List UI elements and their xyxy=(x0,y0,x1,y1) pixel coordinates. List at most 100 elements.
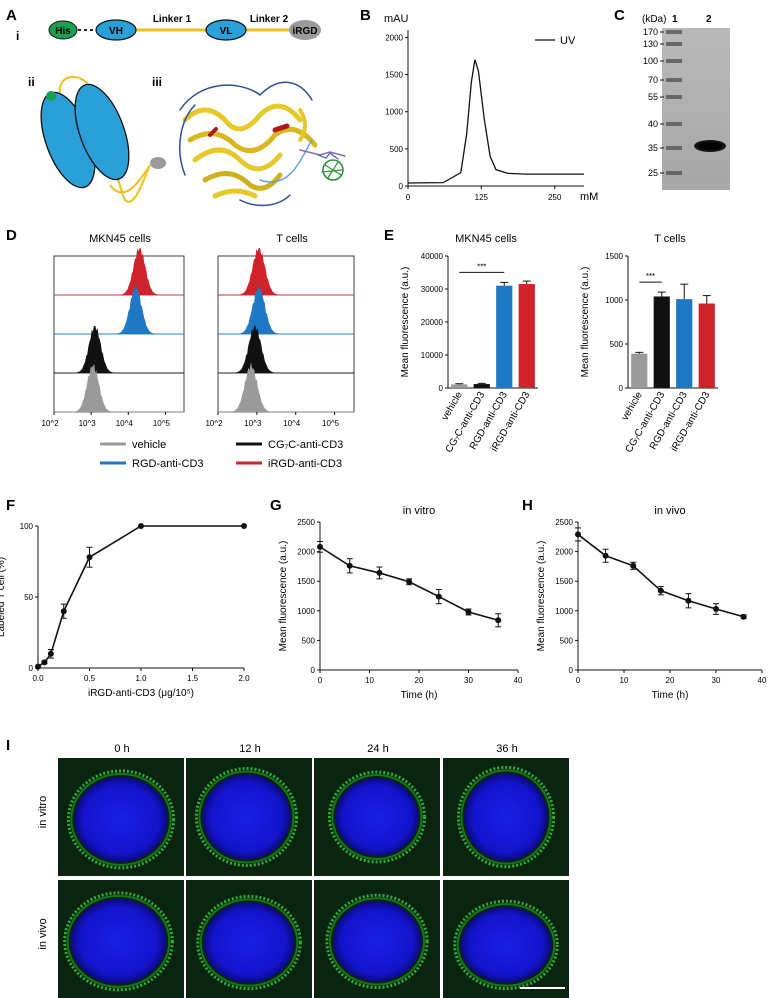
his-tag-shape xyxy=(48,20,78,40)
gel-lane-2: 2 xyxy=(706,14,712,25)
y-axis-label: Mean fluorescence (a.u.) xyxy=(400,267,411,378)
data-point xyxy=(138,523,144,529)
y-axis-label: Mean fluorescence (a.u.) xyxy=(536,541,547,652)
scfv-domain-2 xyxy=(74,83,130,181)
panel-g: G 0 500 1000 1500 2000 2500 0 10 20 30 40 Mean fluo… xyxy=(270,497,523,701)
y-tick-label: 500 xyxy=(302,636,316,645)
panel-letter-a: A xyxy=(6,7,17,24)
nucleus-stain xyxy=(74,776,168,862)
membrane-inner xyxy=(331,774,423,860)
x-tick-label: 250 xyxy=(548,193,562,202)
y-tick-label: 0 xyxy=(439,384,444,393)
membrane-inner xyxy=(66,894,171,988)
y-tick-label: 2500 xyxy=(555,518,573,527)
nucleus-stain xyxy=(203,902,295,983)
y-tick-label: 0 xyxy=(311,666,316,675)
x-tick-label: 20 xyxy=(666,676,675,685)
y-axis-label: Mean fluorescence (a.u.) xyxy=(580,267,591,378)
data-point xyxy=(575,531,581,538)
x-tick-label: 0.5 xyxy=(84,674,96,683)
chart-d-mkn45: 10^2 10^3 10^4 10^5 xyxy=(41,248,185,428)
x-tick-label: 0 xyxy=(318,676,323,685)
ladder-band xyxy=(666,59,682,63)
y-tick-label: 2000 xyxy=(385,33,403,42)
b-ylabel: mAU xyxy=(384,13,409,25)
ladder-band xyxy=(666,146,682,150)
x-tick-label: 10^4 xyxy=(283,419,301,428)
y-tick-label: 1500 xyxy=(605,252,623,261)
histogram-irgd-anti-cd3 xyxy=(218,247,354,296)
linker1-label: Linker 1 xyxy=(153,14,192,25)
vh-label: VH xyxy=(109,26,123,37)
e-title-mkn45: MKN45 cells xyxy=(455,233,517,245)
significance-label: *** xyxy=(477,262,486,271)
nucleus-stain xyxy=(464,773,548,861)
x-axis-label: Time (h) xyxy=(401,690,438,701)
legend-label-vehicle: vehicle xyxy=(132,439,166,451)
y-tick-label: 0 xyxy=(399,182,404,191)
data-point xyxy=(713,606,719,613)
y-tick-label: 500 xyxy=(610,340,624,349)
gel-marker-label: 55 xyxy=(648,92,658,102)
y-tick-label: 1500 xyxy=(297,577,315,586)
nucleus-stain xyxy=(460,907,552,983)
data-point xyxy=(47,650,54,657)
roman-iii: iii xyxy=(152,75,162,89)
x-tick-label: 10^5 xyxy=(322,419,340,428)
panel-letter-d: D xyxy=(6,227,17,244)
gel-marker-label: 100 xyxy=(643,56,658,66)
data-point xyxy=(376,569,383,576)
x-tick-label: 10^2 xyxy=(41,419,59,428)
x-tick-label: 10 xyxy=(365,676,374,685)
b-legend-label: UV xyxy=(560,35,576,47)
micrograph-grid xyxy=(58,758,569,998)
legend-label-irgd: iRGD-anti-CD3 xyxy=(268,458,342,470)
data-point xyxy=(41,659,48,666)
y-tick-label: 2000 xyxy=(297,548,315,557)
x-axis-label: iRGD-anti-CD3 (μg/10⁵) xyxy=(88,688,194,699)
membrane-stain xyxy=(194,767,299,867)
bar-0 xyxy=(631,353,648,388)
data-point xyxy=(495,617,502,624)
legend-de: vehicle CG₇C-anti-CD3 RGD-anti-CD3 iRGD-… xyxy=(100,439,343,470)
his-label: His xyxy=(55,26,71,37)
gel-marker-label: 40 xyxy=(648,119,658,129)
data-point xyxy=(317,543,323,550)
data-point xyxy=(86,554,93,561)
histogram-cg-c-anti-cd3 xyxy=(54,325,184,374)
series-line xyxy=(37,525,244,668)
panel-letter-c: C xyxy=(614,7,625,24)
panel-h: H 0 500 1000 1500 2000 2500 0 10 20 30 40 Mean fluo… xyxy=(522,497,767,701)
y-tick-label: 2500 xyxy=(297,518,315,527)
y-tick-label: 10000 xyxy=(421,351,444,360)
y-tick-label: 1000 xyxy=(605,296,623,305)
x-tick-label: 30 xyxy=(712,676,721,685)
bar-3 xyxy=(518,284,535,388)
histogram-rgd-anti-cd3 xyxy=(218,285,354,335)
x-tick-label: 30 xyxy=(464,676,473,685)
y-tick-label: 0 xyxy=(619,384,624,393)
data-point xyxy=(657,587,664,594)
y-tick-label: 500 xyxy=(390,145,404,154)
panel-i: I 0 h 12 h 24 h 36 h in vitro in vivo xyxy=(6,737,569,998)
membrane-stain xyxy=(453,899,559,991)
ladder-band xyxy=(666,42,682,46)
membrane-stain xyxy=(63,891,174,992)
gel-unit-label: (kDa) xyxy=(642,14,666,25)
membrane-inner xyxy=(328,897,426,986)
ladder-band xyxy=(666,122,682,126)
panel-d: D MKN45 cells T cells 10^2 10^3 10^4 10^5 1… xyxy=(6,227,355,470)
y-tick-label: 1000 xyxy=(297,607,315,616)
chart-title: in vitro xyxy=(403,505,435,517)
gel-marker-label: 35 xyxy=(648,143,658,153)
membrane-inner xyxy=(456,903,556,987)
x-tick-label: 10^2 xyxy=(205,419,223,428)
data-point xyxy=(740,613,747,620)
i-col-12h: 12 h xyxy=(239,743,260,755)
membrane-inner xyxy=(70,772,172,866)
membrane-inner xyxy=(198,770,295,864)
x-tick-label: 20 xyxy=(415,676,424,685)
histogram-irgd-anti-cd3 xyxy=(54,248,184,296)
y-axis-label: Mean fluorescence (a.u.) xyxy=(278,541,289,652)
